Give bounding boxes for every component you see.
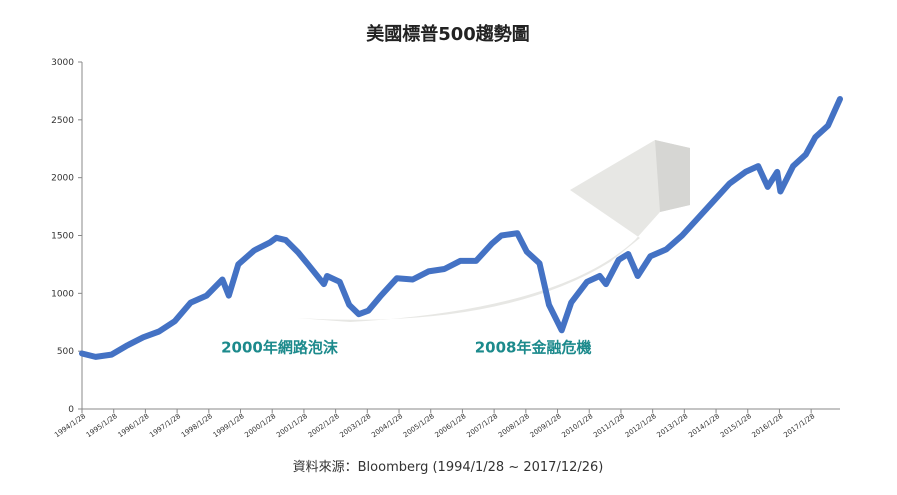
x-tick-label: 2001/1/28: [275, 412, 309, 439]
x-tick-label: 2008/1/28: [497, 412, 531, 439]
x-tick-label: 2005/1/28: [402, 412, 436, 439]
x-tick-label: 1994/1/28: [53, 412, 87, 439]
y-tick-label: 1500: [51, 232, 74, 242]
x-tick-label: 1999/1/28: [212, 412, 246, 439]
x-tick-label: 2013/1/28: [655, 412, 689, 439]
annotation-dotcom-bubble: 2000年網路泡沫: [221, 339, 339, 357]
y-tick-label: 2500: [51, 116, 74, 126]
y-tick-label: 1000: [51, 289, 74, 299]
chart-title: 美國標普500趨勢圖: [366, 23, 530, 45]
series-layer: [79, 96, 843, 360]
trend-arrow: [297, 140, 690, 322]
x-tick-label: 2004/1/28: [370, 412, 404, 439]
y-tick-label: 0: [68, 405, 74, 415]
x-tick-label: 2009/1/28: [529, 412, 563, 439]
x-tick-label: 2000/1/28: [243, 412, 277, 439]
x-tick-label: 1998/1/28: [180, 412, 214, 439]
x-tick-label: 2002/1/28: [307, 412, 341, 439]
x-tick-label: 2015/1/28: [719, 412, 753, 439]
x-tick-label: 2014/1/28: [687, 412, 721, 439]
x-tick-label: 2006/1/28: [434, 412, 468, 439]
axes: [81, 62, 840, 410]
x-tick-label: 2017/1/28: [782, 412, 816, 439]
y-tick-labels: 0 500 1000 1500 2000 2500 3000: [51, 58, 82, 415]
series-line: [79, 96, 843, 360]
x-tick-labels: 1994/1/281995/1/281996/1/281997/1/281998…: [53, 409, 816, 439]
x-tick-label: 2016/1/28: [751, 412, 785, 439]
x-tick-label: 1997/1/28: [148, 412, 182, 439]
x-tick-label: 2003/1/28: [338, 412, 372, 439]
y-tick-label: 500: [57, 347, 74, 357]
annotation-financial-crisis: 2008年金融危機: [475, 339, 592, 357]
x-tick-label: 2011/1/28: [592, 412, 626, 439]
source-note: 資料來源：Bloomberg (1994/1/28 ~ 2017/12/26): [293, 460, 604, 475]
x-tick-label: 2007/1/28: [465, 412, 499, 439]
x-tick-label: 2012/1/28: [624, 412, 658, 439]
y-tick-label: 3000: [51, 58, 74, 68]
x-tick-label: 1996/1/28: [117, 412, 151, 439]
x-tick-label: 1995/1/28: [85, 412, 119, 439]
x-tick-label: 2010/1/28: [560, 412, 594, 439]
y-tick-label: 2000: [51, 174, 74, 184]
